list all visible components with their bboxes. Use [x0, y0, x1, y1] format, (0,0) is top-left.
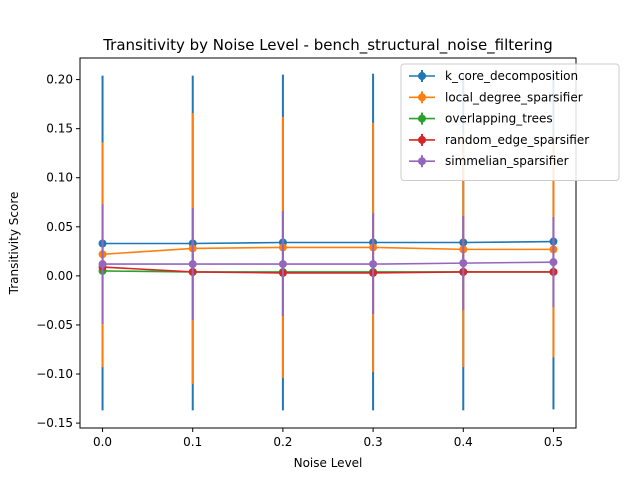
- legend-label: simmelian_sparsifier: [445, 154, 569, 168]
- y-tick-label: 0.05: [46, 220, 73, 234]
- x-axis-label: Noise Level: [294, 456, 363, 470]
- data-point: [188, 260, 197, 269]
- y-tick-label: −0.05: [36, 318, 73, 332]
- series-line: [102, 240, 554, 245]
- y-axis-label: Transitivity Score: [7, 192, 21, 296]
- x-axis: 0.0 0.1 0.2 0.3 0.4 0.5: [93, 428, 563, 449]
- data-point: [278, 260, 287, 269]
- series-line: [102, 246, 554, 256]
- legend-item-local_degree_sparsifier[interactable]: local_degree_sparsifier: [409, 90, 583, 104]
- series-line: [102, 266, 554, 274]
- legend-label: overlapping_trees: [445, 112, 553, 126]
- y-tick-label: 0.20: [46, 73, 73, 87]
- y-tick-label: 0.10: [46, 171, 73, 185]
- data-point: [549, 258, 558, 267]
- legend-label: k_core_decomposition: [445, 69, 578, 83]
- legend-item-overlapping_trees[interactable]: overlapping_trees: [409, 112, 553, 126]
- series-simmelian_sparsifier: [98, 204, 558, 324]
- legend[interactable]: k_core_decomposition local_degree_sparsif…: [400, 63, 620, 181]
- x-tick-label: 0.0: [93, 435, 112, 449]
- legend-box: [400, 63, 620, 181]
- y-tick-label: −0.10: [36, 367, 73, 381]
- data-point: [98, 260, 107, 269]
- legend-item-random_edge_sparsifier[interactable]: random_edge_sparsifier: [409, 133, 589, 147]
- legend-marker: [418, 135, 426, 144]
- legend-marker: [418, 157, 426, 166]
- series-line: [102, 261, 554, 265]
- y-tick-label: 0.15: [46, 122, 73, 136]
- legend-marker: [418, 114, 426, 123]
- legend-item-k_core_decomposition[interactable]: k_core_decomposition: [409, 69, 578, 83]
- data-point: [369, 260, 378, 269]
- legend-label: local_degree_sparsifier: [445, 90, 583, 104]
- plot-frame: [79, 57, 577, 429]
- x-tick-label: 0.2: [273, 435, 292, 449]
- legend-marker: [418, 72, 426, 80]
- x-tick-label: 0.5: [544, 435, 563, 449]
- y-tick-label: 0.00: [46, 269, 73, 283]
- legend-item-simmelian_sparsifier[interactable]: simmelian_sparsifier: [409, 154, 569, 168]
- series-layer: [98, 73, 558, 411]
- x-tick-label: 0.4: [454, 435, 473, 449]
- x-tick-label: 0.3: [364, 435, 383, 449]
- x-tick-label: 0.1: [183, 435, 202, 449]
- legend-marker: [418, 93, 426, 102]
- y-axis: −0.15 −0.10 −0.05 0.00 0.05 0.10 0.15 0.20: [36, 73, 80, 430]
- y-tick-label: −0.15: [36, 416, 73, 430]
- chart-title: Transitivity by Noise Level - bench_stru…: [102, 36, 553, 55]
- legend-label: random_edge_sparsifier: [445, 133, 589, 147]
- data-point: [459, 259, 468, 268]
